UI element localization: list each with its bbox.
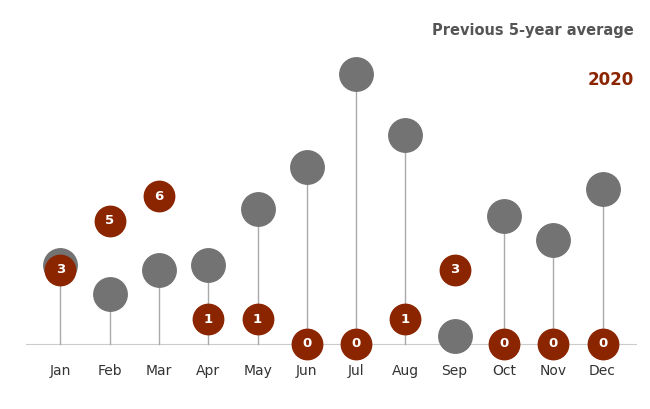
Point	[400, 316, 411, 322]
Point	[55, 267, 66, 273]
Text: Previous 5-year average: Previous 5-year average	[432, 22, 634, 38]
Text: 1: 1	[203, 312, 213, 326]
Point	[154, 267, 164, 273]
Point	[597, 340, 608, 347]
Text: 1: 1	[401, 312, 410, 326]
Point	[55, 262, 66, 268]
Text: 0: 0	[598, 337, 607, 350]
Point	[548, 237, 558, 244]
Text: 1: 1	[253, 312, 262, 326]
Point	[302, 164, 312, 170]
Point	[351, 340, 361, 347]
Text: 0: 0	[352, 337, 361, 350]
Text: 3: 3	[56, 263, 65, 276]
Text: 6: 6	[155, 190, 164, 203]
Point	[499, 340, 509, 347]
Point	[351, 70, 361, 77]
Text: 3: 3	[450, 263, 460, 276]
Text: 5: 5	[105, 214, 114, 227]
Point	[302, 340, 312, 347]
Point	[105, 291, 115, 298]
Point	[105, 218, 115, 224]
Text: 2020: 2020	[588, 71, 634, 89]
Point	[203, 262, 213, 268]
Point	[252, 316, 263, 322]
Point	[450, 333, 460, 339]
Point	[450, 267, 460, 273]
Point	[400, 132, 411, 138]
Point	[548, 340, 558, 347]
Point	[154, 193, 164, 200]
Point	[252, 205, 263, 212]
Text: 0: 0	[302, 337, 311, 350]
Point	[203, 316, 213, 322]
Point	[597, 186, 608, 192]
Text: 0: 0	[549, 337, 558, 350]
Text: 0: 0	[499, 337, 508, 350]
Point	[499, 213, 509, 219]
